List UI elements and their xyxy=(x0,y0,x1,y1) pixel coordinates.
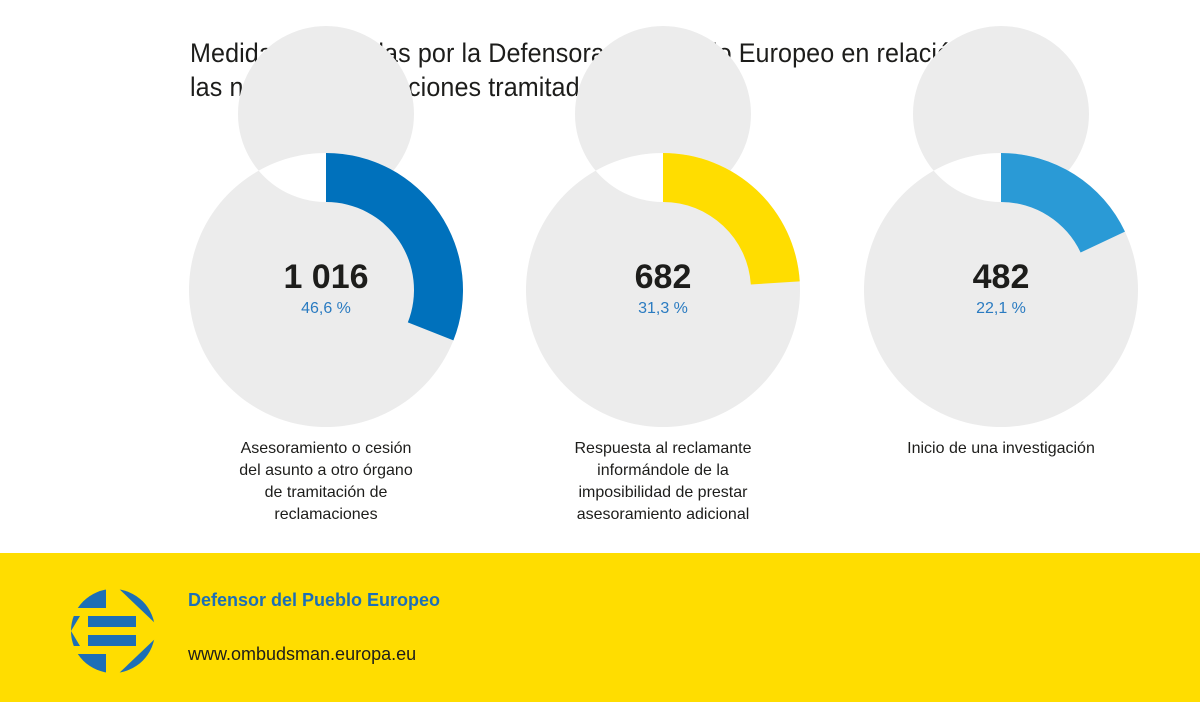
footer-url[interactable]: www.ombudsman.europa.eu xyxy=(188,644,417,664)
donut-track xyxy=(188,25,463,428)
donut-charts xyxy=(188,25,1138,428)
donut-segment xyxy=(663,153,800,285)
center-value: 482 xyxy=(972,258,1030,296)
center-value: 682 xyxy=(634,258,692,296)
category-label-line: reclamaciones xyxy=(274,506,378,523)
center-percent: 46,6 % xyxy=(301,300,351,317)
center-percent: 31,3 % xyxy=(638,300,688,317)
category-label-line: Asesoramiento o cesión xyxy=(240,440,412,457)
donut-segment xyxy=(1001,153,1125,253)
category-label-line: Inicio de una investigación xyxy=(907,440,1095,457)
category-label-line: imposibilidad de prestar xyxy=(578,484,748,501)
center-percent: 22,1 % xyxy=(976,300,1026,317)
category-label-line: del asunto a otro órgano xyxy=(239,462,413,479)
category-label-line: Respuesta al reclamante xyxy=(574,440,752,457)
category-label: Respuesta al reclamante informándole de l… xyxy=(543,438,783,526)
donut-track xyxy=(525,25,800,428)
category-label: Asesoramiento o cesión del asunto a otro … xyxy=(206,438,446,526)
footer-brand: Defensor del Pueblo Europeo xyxy=(188,590,441,610)
ombudsman-logo-icon xyxy=(71,589,155,673)
category-label: Inicio de una investigación xyxy=(881,438,1121,460)
category-label-line: asesoramiento adicional xyxy=(576,506,750,523)
category-label-line: informándole de la xyxy=(597,462,729,479)
donut-track xyxy=(863,25,1138,428)
footer-band xyxy=(0,553,1200,702)
category-label-line: de tramitación de xyxy=(264,484,388,501)
donut-segment xyxy=(326,153,463,341)
center-value: 1 016 xyxy=(283,258,369,296)
